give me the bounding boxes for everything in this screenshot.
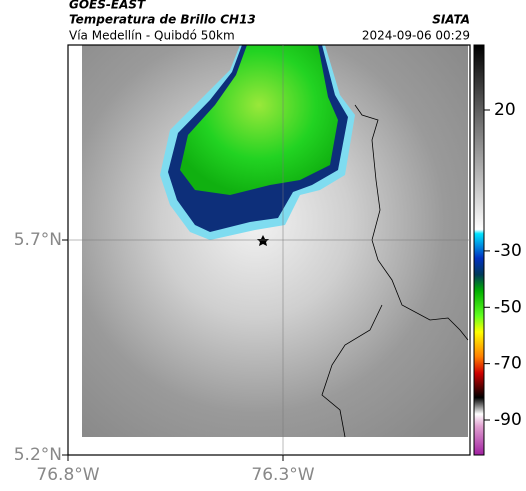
y-tick-label: 5.7°N: [14, 230, 62, 250]
source: SIATA: [432, 13, 470, 27]
y-tick-label: 5.2°N: [14, 445, 62, 465]
location-marker: [257, 235, 269, 246]
imagery: [82, 45, 468, 437]
location: Vía Medellín - Quibdó 50km: [69, 29, 235, 43]
border: [321, 304, 383, 438]
x-tick-label: 76.8°W: [36, 465, 99, 485]
colorbar: [473, 44, 485, 456]
title: GOES-EAST: [69, 0, 146, 12]
colorbar-label: -70: [494, 354, 522, 374]
colorbar-label: -90: [494, 410, 522, 430]
subtitle: Temperatura de Brillo CH13: [69, 13, 256, 27]
colorbar-label: -30: [494, 241, 522, 261]
datetime: 2024-09-06 00:29: [362, 29, 470, 43]
border: [354, 104, 469, 341]
map-frame: [67, 44, 471, 456]
colorbar-label: 20: [494, 100, 516, 120]
x-tick-label: 76.3°W: [251, 465, 314, 485]
colorbar-label: -50: [494, 297, 522, 317]
